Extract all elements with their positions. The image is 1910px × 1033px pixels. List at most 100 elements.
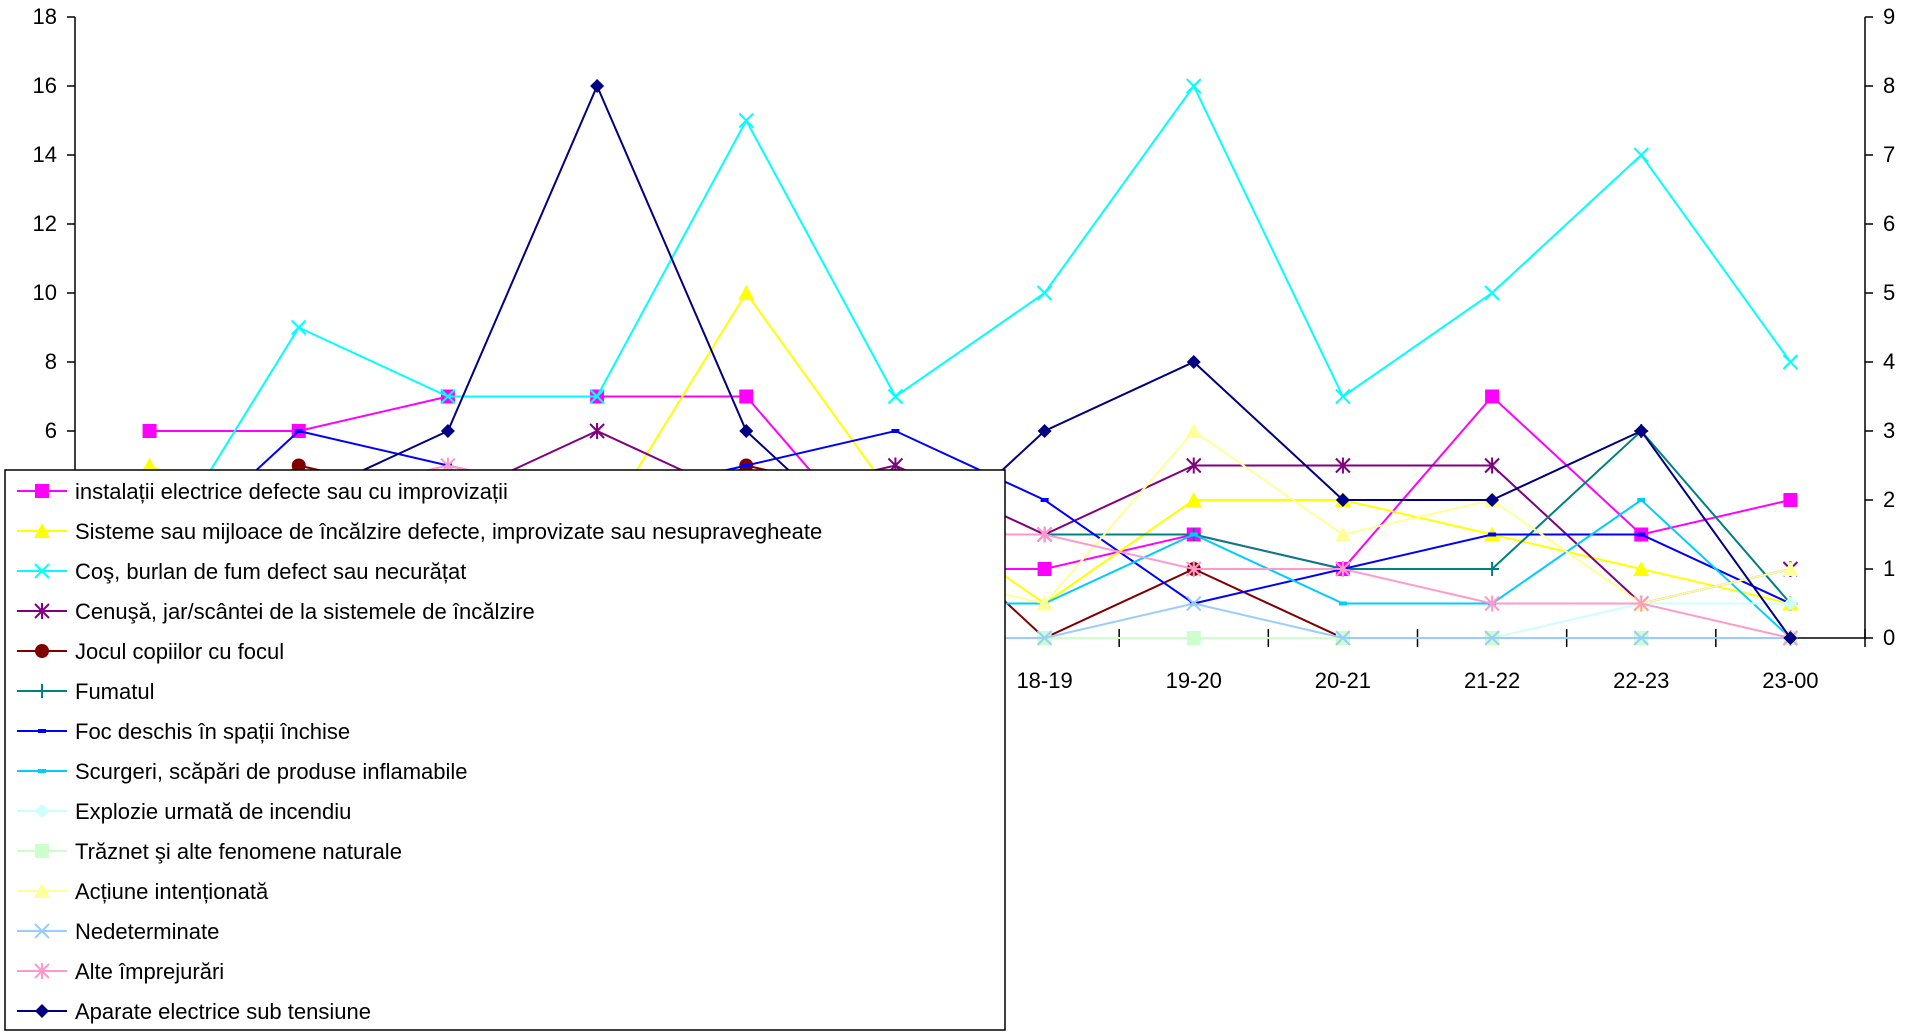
y-left-tick-label: 16 [33,73,57,98]
legend-marker [35,684,49,698]
data-point [589,423,605,439]
data-point [1633,630,1649,646]
data-point [738,112,754,129]
legend-label: Nedeterminate [75,919,219,944]
data-point [1036,630,1053,646]
data-point [1186,595,1202,612]
series-line [148,84,1792,570]
data-point [590,79,605,93]
legend-item: Jocul copiilor cu focul [17,639,284,664]
data-point [1484,285,1500,301]
legend-box [4,469,1006,1031]
data-point [291,319,307,336]
y-right-tick-label: 1 [1883,556,1895,581]
legend-marker [38,729,46,733]
data-point [1637,498,1646,502]
data-point [1783,631,1798,645]
data-point [1036,285,1053,301]
data-point [1036,526,1053,543]
data-point [1335,388,1351,405]
data-point [1782,354,1799,370]
data-point [1338,601,1347,606]
data-point [1186,355,1201,369]
legend-marker [34,523,50,538]
legend-label: Aparate electrice sub tensiune [75,999,371,1024]
data-point [1189,532,1198,537]
legend-label: Jocul copiilor cu focul [75,639,284,664]
legend-label: Fumatul [75,679,154,704]
legend-item: Fumatul [17,679,154,704]
legend-item: Trăznet şi alte fenomene naturale [17,839,402,864]
series-line [148,429,1791,605]
data-point [1637,532,1646,537]
data-point [1633,595,1649,612]
data-point [1037,562,1052,576]
data-point [1484,595,1500,612]
data-point [1633,561,1650,576]
data-point [1186,78,1202,94]
data-point [1633,147,1649,163]
legend-item: Alte împrejurări [17,959,224,984]
data-point [440,424,455,438]
x-tick-label: 19-20 [1166,668,1222,693]
x-tick-label: 18-19 [1016,668,1072,693]
legend-item: Foc deschis în spații închise [17,719,350,744]
data-point [1485,562,1500,576]
data-point [1334,526,1351,542]
data-point [1186,457,1202,474]
data-point [739,389,754,404]
legend-marker [34,563,50,579]
data-point [1335,630,1351,646]
legend-marker [34,923,50,939]
data-point [1040,498,1049,502]
data-point [440,388,456,405]
data-point [1634,424,1649,438]
legend-label: Foc deschis în spații închise [75,719,350,744]
data-point [1335,457,1351,474]
legend-label: Coş, burlan de fum defect sau necurățat [75,559,466,584]
legend-label: Explozie urmată de incendiu [75,799,351,824]
series-3 [141,78,1799,577]
data-point [1186,631,1201,645]
legend-marker [38,769,46,773]
y-right-tick-label: 9 [1883,4,1895,29]
legend-marker [34,603,50,619]
x-tick-label: 20-21 [1315,668,1371,693]
data-point [1485,389,1500,404]
y-right-tick-label: 5 [1883,280,1895,305]
y-right-tick-label: 0 [1883,625,1895,650]
data-point [1783,493,1798,507]
data-point [1484,630,1500,646]
data-point [1036,595,1053,611]
y-left-tick-label: 8 [45,349,57,374]
legend-item: Sisteme sau mijloace de încălzire defect… [17,519,822,544]
legend-label: Cenuşă, jar/scântei de la sistemele de î… [75,599,535,624]
legend-label: Acțiune intenționată [75,879,269,904]
legend-marker [35,644,49,658]
x-tick-label: 21-22 [1464,668,1520,693]
y-right-tick-label: 7 [1883,142,1895,167]
legend: instalații electrice defecte sau cu impr… [4,469,1006,1031]
data-point [294,429,303,433]
data-point [1185,423,1202,438]
data-point [1485,493,1500,507]
legend-item: Cenuşă, jar/scântei de la sistemele de î… [17,599,535,624]
data-point [291,458,306,473]
legend-marker [35,844,49,858]
legend-marker [34,963,50,979]
data-point [1335,493,1350,507]
y-left-tick-label: 10 [33,280,57,305]
y-right-tick-label: 3 [1883,418,1895,443]
legend-marker [35,484,49,498]
x-tick-label: 22-23 [1613,668,1669,693]
legend-marker [34,883,50,898]
y-left-tick-label: 14 [33,142,57,167]
legend-item: Acțiune intenționată [17,879,269,904]
data-point [589,388,605,405]
y-left-tick-label: 18 [33,4,57,29]
y-left-tick-label: 12 [33,211,57,236]
data-point [1186,561,1202,577]
data-point [1783,596,1798,611]
legend-item: Scurgeri, scăpări de produse inflamabile [17,759,468,784]
